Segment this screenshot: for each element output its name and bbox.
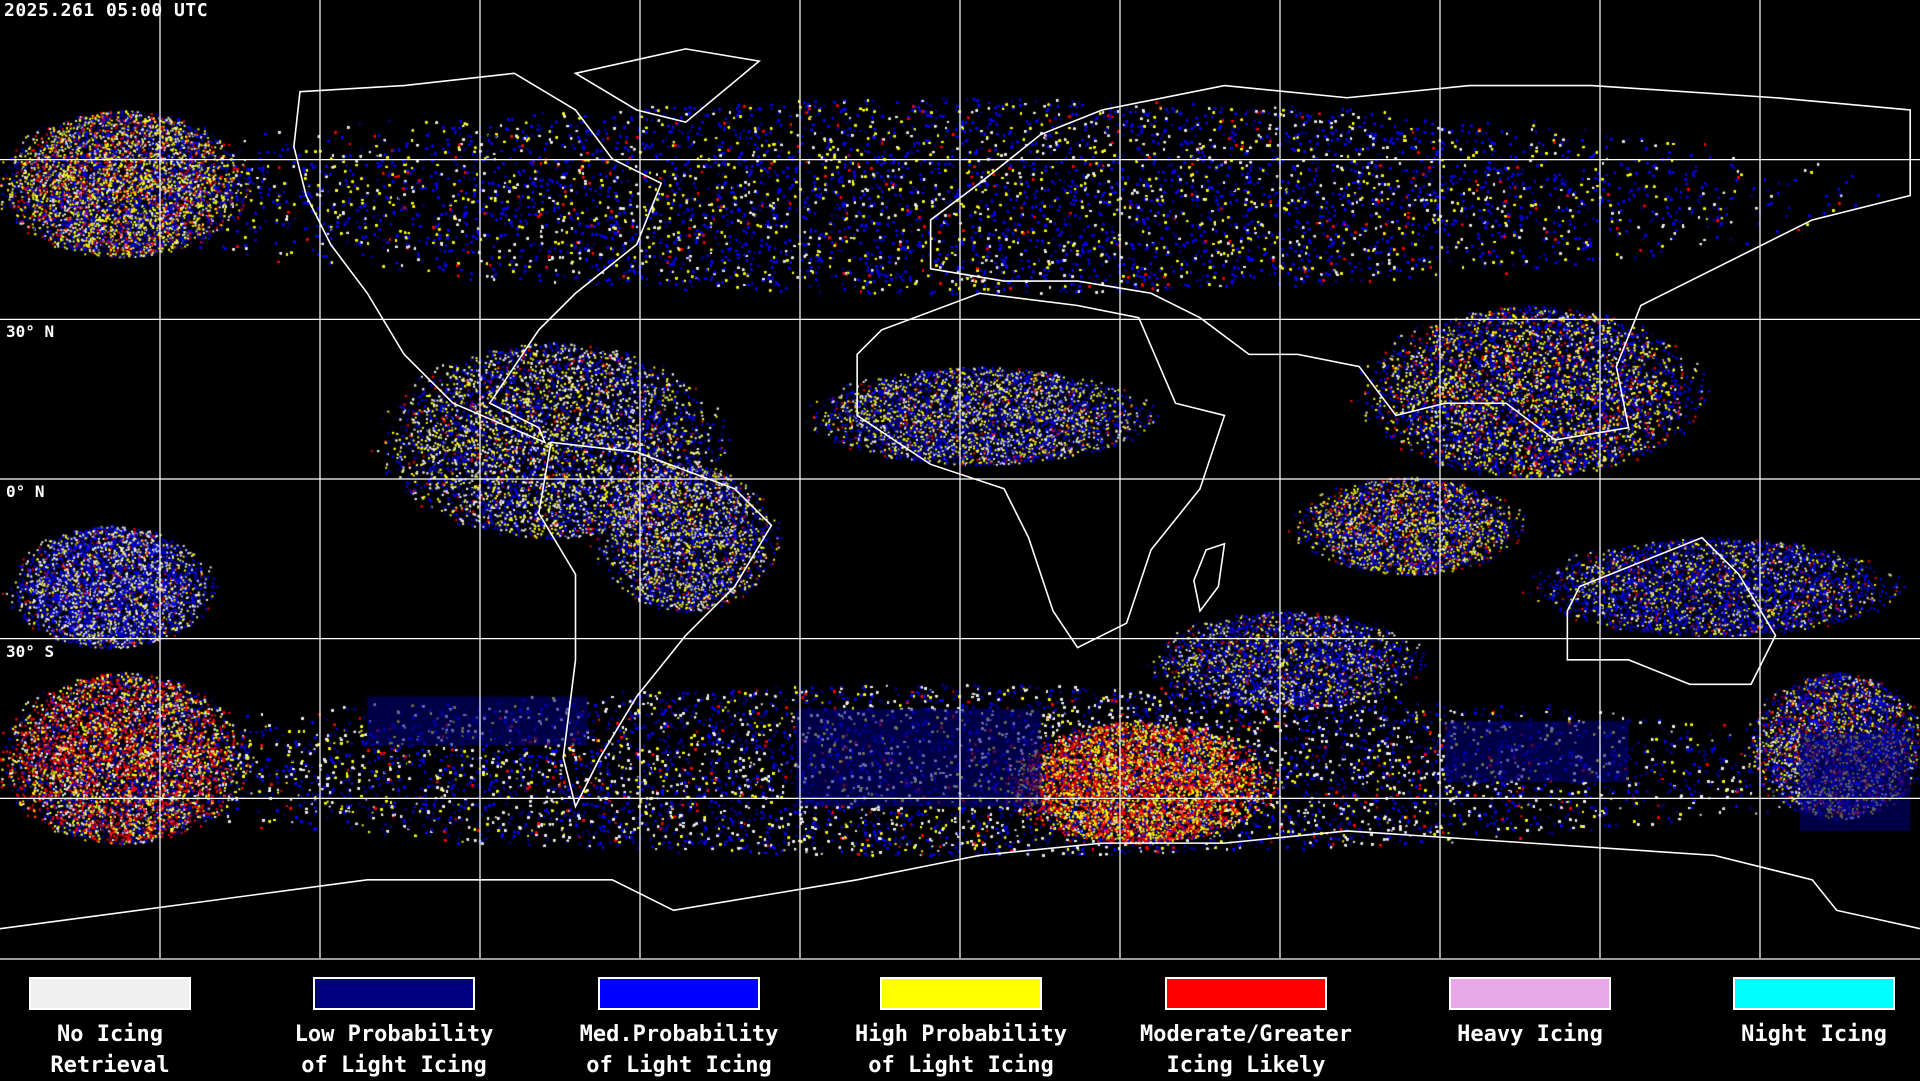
coastline-greenland xyxy=(573,48,762,124)
coastline-antarctica xyxy=(0,830,1920,930)
legend-swatch xyxy=(1733,977,1895,1010)
icing-map xyxy=(0,0,1920,960)
lat-label-30s: 30° S xyxy=(6,642,55,661)
legend-label: of Light Icing xyxy=(868,1053,1054,1078)
coastline-south-america xyxy=(537,441,773,809)
legend-label: Icing Likely xyxy=(1166,1053,1326,1078)
legend-label: Retrieval xyxy=(50,1053,170,1078)
legend-swatch xyxy=(29,977,191,1010)
legend-item-no-icing: No Icing Retrieval xyxy=(29,977,191,1081)
legend-item-low-probability: Low Probability of Light Icing xyxy=(295,977,493,1081)
legend-label: Med.Probability xyxy=(579,1022,779,1047)
legend-label: of Light Icing xyxy=(586,1053,772,1078)
legend-swatch xyxy=(1449,977,1611,1010)
coastline-north-america xyxy=(293,72,663,444)
coastline-eurasia xyxy=(929,84,1912,441)
legend-swatch xyxy=(880,977,1042,1010)
legend-label: of Light Icing xyxy=(301,1053,487,1078)
legend-label: High Probability xyxy=(855,1022,1067,1047)
legend-item-high-probability: High Probability of Light Icing xyxy=(855,977,1067,1081)
legend-swatch xyxy=(313,977,475,1010)
coastline-australia xyxy=(1566,536,1777,686)
legend-label: Moderate/Greater xyxy=(1140,1022,1352,1047)
lat-label-0n: 0° N xyxy=(6,482,45,501)
legend-label: Heavy Icing xyxy=(1457,1022,1603,1047)
legend-label: Night Icing xyxy=(1741,1022,1887,1047)
legend-swatch xyxy=(1165,977,1327,1010)
legend-item-night-icing: Night Icing xyxy=(1733,977,1895,1050)
legend-item-moderate-greater: Moderate/Greater Icing Likely xyxy=(1140,977,1352,1081)
legend-label: Low Probability xyxy=(294,1022,494,1047)
coastline-africa xyxy=(856,292,1226,649)
legend-item-med-probability: Med.Probability of Light Icing xyxy=(580,977,778,1081)
legend-item-heavy-icing: Heavy Icing xyxy=(1449,977,1611,1050)
lat-label-30n: 30° N xyxy=(6,322,55,341)
map-overlay xyxy=(0,0,1920,958)
timestamp: 2025.261 05:00 UTC xyxy=(4,0,209,21)
legend-swatch xyxy=(598,977,760,1010)
coastline-madagascar xyxy=(1193,542,1226,613)
legend-label: No Icing xyxy=(57,1022,163,1047)
